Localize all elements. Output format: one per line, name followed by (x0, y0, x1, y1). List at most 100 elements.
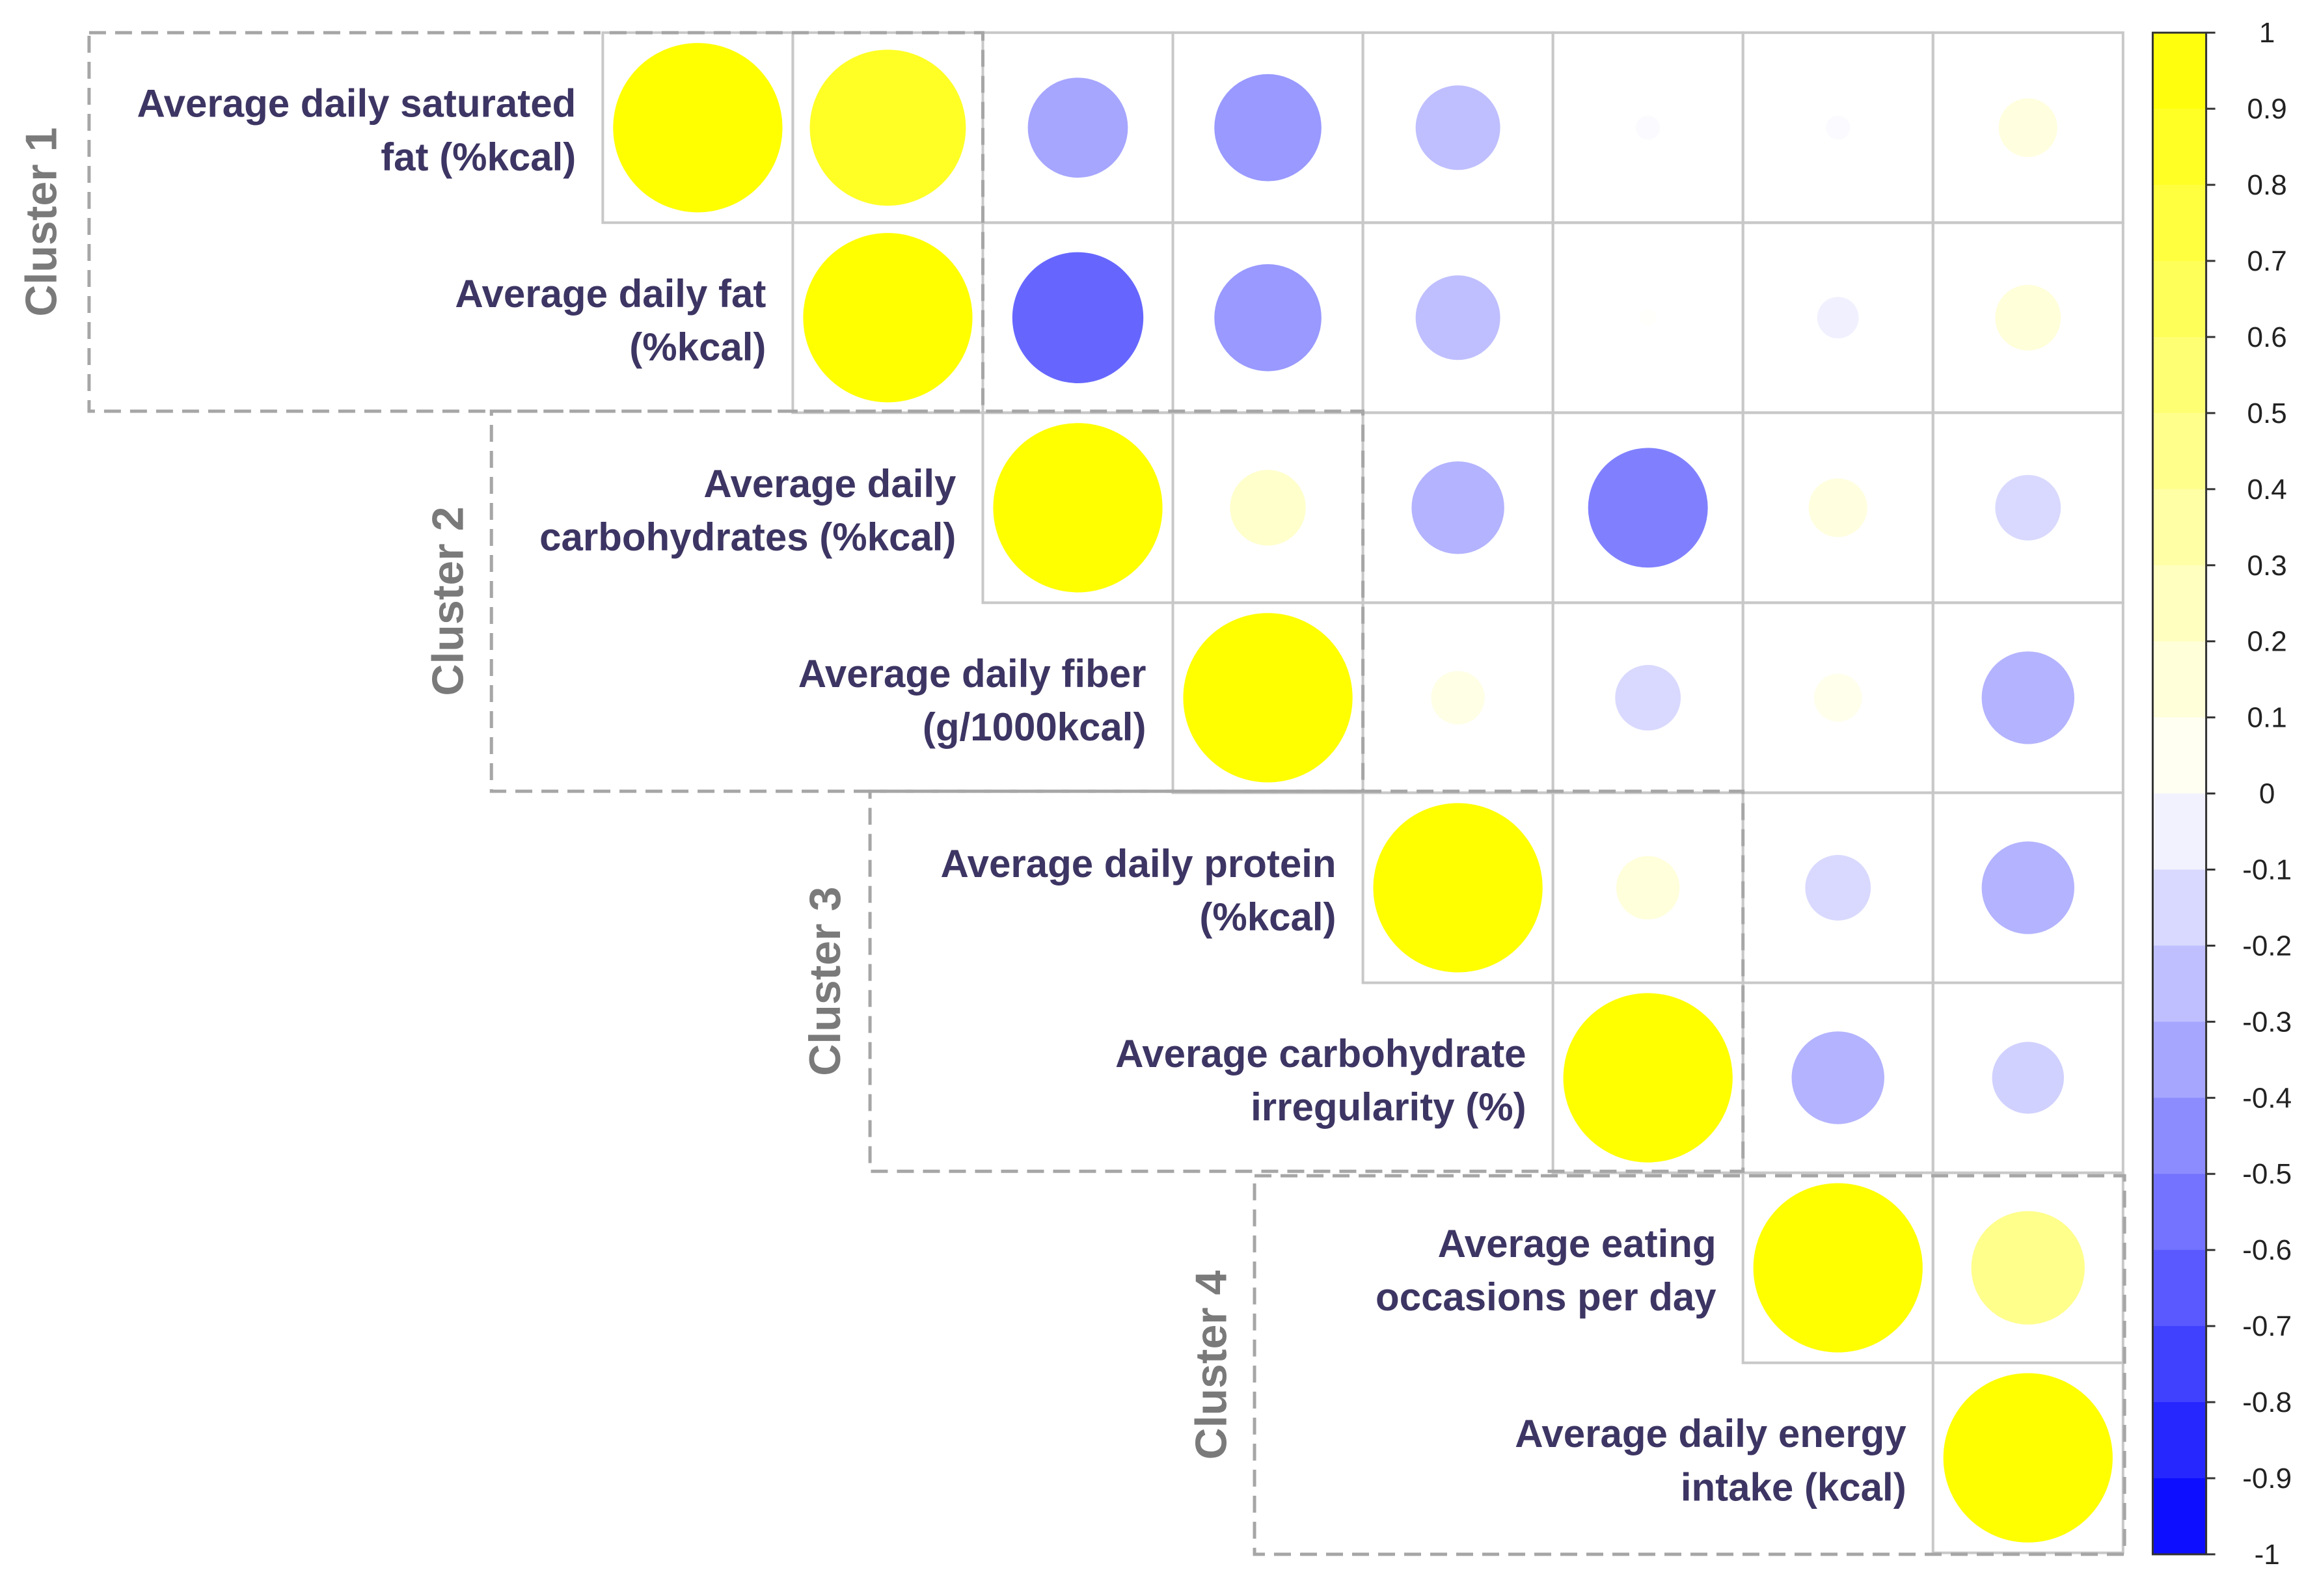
variable-label-5: Average daily protein (%kcal) (941, 842, 1336, 939)
colorbar-tick-label: 1 (2259, 17, 2275, 49)
colorbar-segment (2152, 641, 2206, 718)
cluster-label-1: Cluster 1 (16, 128, 66, 317)
variable-label-line: Average daily fiber (798, 652, 1146, 696)
colorbar-segment (2152, 565, 2206, 642)
correlation-circle-3-5 (1615, 664, 1681, 731)
cluster-label-4: Cluster 4 (1186, 1270, 1236, 1459)
colorbar-tick-label: 0.4 (2247, 474, 2287, 506)
colorbar-tick-label: -0.8 (2242, 1386, 2292, 1418)
colorbar-tick-label: -0.9 (2242, 1463, 2292, 1495)
correlation-circle-6-7 (1971, 1211, 2085, 1325)
colorbar-segment (2152, 261, 2206, 338)
colorbar-tick-label: -0.2 (2242, 930, 2292, 962)
correlation-circle-1-2 (1012, 252, 1144, 383)
variable-label-line: irregularity (%) (1251, 1085, 1526, 1129)
variable-label-line: occasions per day (1376, 1275, 1716, 1319)
cluster-label-3: Cluster 3 (800, 887, 850, 1076)
colorbar-segment (2152, 33, 2206, 109)
correlation-circle-1-3 (1214, 264, 1322, 372)
variable-label-line: (%kcal) (1199, 895, 1336, 939)
colorbar-tick-label: -0.4 (2242, 1082, 2292, 1114)
colorbar-tick-label: 0.6 (2247, 321, 2287, 353)
colorbar-segment (2152, 717, 2206, 794)
colorbar-segment (2152, 1021, 2206, 1098)
colorbar-tick-label: -0.5 (2242, 1158, 2292, 1190)
colorbar-segment (2152, 1326, 2206, 1403)
correlation-circle-2-4 (1411, 461, 1504, 554)
correlation-circle-1-6 (1817, 297, 1859, 339)
colorbar-segment (2152, 1098, 2206, 1174)
variable-label-line: Average daily (703, 462, 956, 506)
correlation-circle-1-1 (803, 233, 973, 403)
correlation-circle-4-7 (1981, 841, 2074, 934)
variable-label-line: Average carbohydrate (1115, 1032, 1526, 1075)
colorbar-tick-label: 0.9 (2247, 93, 2287, 125)
colorbar-segment (2152, 945, 2206, 1022)
colorbar-segment (2152, 489, 2206, 566)
variable-label-3: Average daily carbohydrates (%kcal) (539, 462, 956, 559)
correlation-circle-2-6 (1808, 478, 1867, 537)
colorbar-segment (2152, 109, 2206, 185)
colorbar-tick-label: 0 (2259, 778, 2275, 810)
correlation-circle-0-7 (1998, 98, 2057, 157)
colorbar-tick-label: 0.3 (2247, 550, 2287, 582)
colorbar-segment (2152, 1250, 2206, 1327)
variable-label-8: Average daily energy intake (kcal) (1515, 1412, 1906, 1509)
variable-label-line: Average daily saturated (137, 82, 576, 126)
correlation-circle-3-7 (1981, 651, 2074, 744)
correlation-marks (613, 43, 2113, 1543)
variable-label-2: Average daily fat (%kcal) (455, 272, 766, 369)
colorbar-segment (2152, 793, 2206, 871)
colorbar: 1 0.9 0.8 0.7 0.6 0.5 0.4 0.3 0.2 0.1 0 -0.1 -0.2 -0.… (2151, 17, 2292, 1571)
colorbar-tick-label: -0.7 (2242, 1310, 2292, 1342)
cluster-box-1 (87, 31, 984, 413)
variable-label-4: Average daily fiber (g/1000kcal) (798, 652, 1146, 749)
variable-label-line: carbohydrates (%kcal) (539, 515, 956, 559)
variable-label-line: Average daily protein (941, 842, 1336, 886)
variable-label-line: fat (%kcal) (381, 135, 576, 179)
correlation-circle-4-5 (1616, 856, 1680, 920)
variable-label-line: Average eating (1438, 1222, 1716, 1265)
correlation-circle-0-6 (1826, 115, 1851, 140)
colorbar-tick-label: 0.2 (2247, 626, 2287, 658)
colorbar-segment (2152, 413, 2206, 490)
correlation-circle-0-2 (1027, 77, 1128, 178)
colorbar-tick-label: -0.3 (2242, 1006, 2292, 1038)
variable-label-line: (%kcal) (629, 325, 766, 369)
colorbar-tick-label: -0.1 (2242, 854, 2292, 886)
colorbar-tick-label: -0.6 (2242, 1234, 2292, 1266)
correlation-circle-2-3 (1230, 470, 1306, 546)
colorbar-tick-label: 0.5 (2247, 398, 2287, 429)
correlation-circle-5-7 (1992, 1042, 2064, 1114)
correlation-circle-0-4 (1415, 85, 1500, 170)
variable-label-line: Average daily fat (455, 272, 766, 316)
colorbar-segment (2152, 1402, 2206, 1479)
correlation-circle-5-5 (1563, 993, 1733, 1163)
correlation-circle-7-7 (1943, 1373, 2113, 1543)
correlation-circle-6-6 (1753, 1183, 1923, 1353)
colorbar-tick-label: 0.8 (2247, 169, 2287, 201)
correlation-circle-0-5 (1636, 115, 1661, 140)
correlation-circle-1-4 (1415, 275, 1500, 360)
colorbar-segment (2152, 869, 2206, 947)
correlation-circle-2-7 (1995, 474, 2061, 541)
correlation-circle-3-6 (1813, 673, 1862, 722)
variable-label-6: Average carbohydrate irregularity (%) (1115, 1032, 1526, 1129)
variable-label-7: Average eating occasions per day (1376, 1222, 1716, 1319)
correlation-circle-4-4 (1373, 803, 1543, 973)
variable-label-1: Average daily saturated fat (%kcal) (137, 82, 576, 179)
cluster-label-2: Cluster 2 (424, 507, 473, 696)
correlation-circle-2-2 (993, 423, 1163, 593)
correlation-circle-5-6 (1791, 1031, 1884, 1124)
colorbar-tick-label: 0.7 (2247, 245, 2287, 277)
variable-label-line: intake (kcal) (1681, 1465, 1906, 1509)
correlation-circle-0-0 (613, 43, 783, 213)
cluster-boxes: Cluster 1 Cluster 2 Cluster 3 Cluster 4 (16, 31, 2126, 1556)
correlation-circle-0-3 (1214, 74, 1322, 182)
correlation-circle-0-1 (809, 49, 966, 206)
correlation-circle-1-7 (1995, 284, 2061, 351)
colorbar-tick-label: -1 (2255, 1539, 2280, 1571)
correlation-circle-4-6 (1805, 855, 1871, 921)
